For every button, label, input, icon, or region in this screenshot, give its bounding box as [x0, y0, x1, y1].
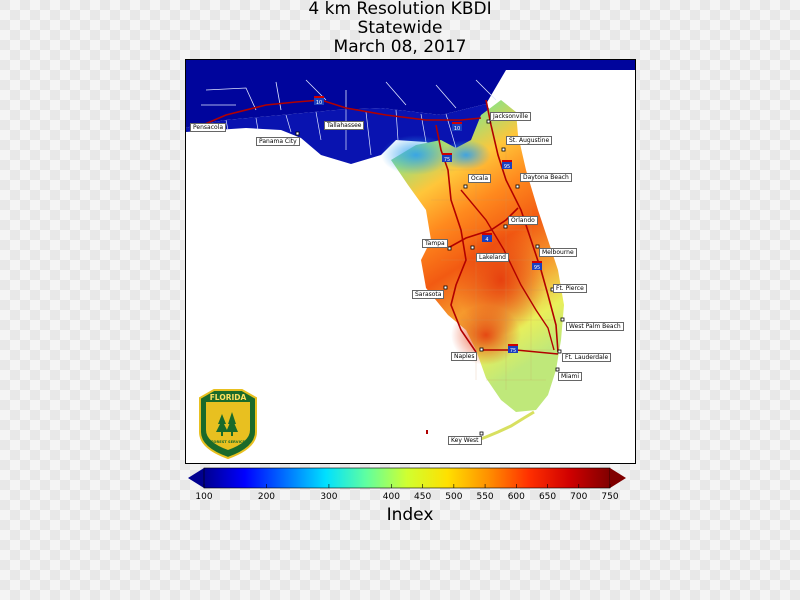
- city-label-naples: Naples: [451, 352, 478, 361]
- map-subtitle-region: Statewide: [357, 18, 443, 38]
- interstate-shield: 75: [508, 344, 518, 354]
- city-label-daytona-beach: Daytona Beach: [520, 173, 572, 182]
- kbdi-colorbar: [188, 467, 626, 489]
- city-label-sarasota: Sarasota: [412, 290, 445, 299]
- florida-forest-service-logo: FLORIDA FOREST SERVICE: [199, 389, 257, 460]
- svg-text:4: 4: [485, 237, 488, 243]
- interstate-shield: 75: [442, 153, 452, 163]
- city-label-key-west: Key West: [448, 436, 482, 445]
- interstate-shield: 95: [502, 160, 512, 170]
- city-label-miami: Miami: [558, 372, 583, 381]
- svg-text:FOREST SERVICE: FOREST SERVICE: [211, 440, 246, 444]
- florida-map: 10 10 75 95 4: [186, 60, 635, 460]
- interstate-95-route: [485, 99, 559, 353]
- interstate-shield: 4: [482, 233, 492, 243]
- pine-tree-icon: [216, 412, 238, 436]
- interstate-10-route: [190, 99, 482, 131]
- city-label-panama-city: Panama City: [256, 137, 300, 146]
- colorbar-tick-label: 600: [507, 492, 525, 502]
- colorbar-tick-label: 100: [195, 492, 213, 502]
- interstate-shield: 95: [532, 261, 542, 271]
- colorbar-tick-label: 400: [382, 492, 400, 502]
- city-label-tampa: Tampa: [422, 239, 448, 248]
- city-label-tallahassee: Tallahassee: [324, 121, 365, 130]
- svg-text:95: 95: [504, 164, 510, 170]
- city-label-ft-lauderdale: Ft. Lauderdale: [562, 353, 612, 362]
- georgia-alabama-region: [186, 60, 635, 128]
- colorbar-tick-label: 450: [414, 492, 432, 502]
- colorbar-low-extend: [188, 468, 204, 488]
- colorbar-label: Index: [386, 505, 434, 525]
- city-label-st-augustine: St. Augustine: [506, 136, 553, 145]
- colorbar-tick-label: 200: [257, 492, 276, 502]
- colorbar-tick-label: 300: [320, 492, 338, 502]
- svg-text:75: 75: [510, 348, 516, 354]
- colorbar-tick-label: 650: [538, 492, 557, 502]
- colorbar-high-extend: [610, 468, 626, 488]
- city-label-jacksonville: Jacksonville: [490, 112, 532, 121]
- interstate-shields: 10 10 75 95 4: [314, 96, 542, 354]
- city-label-lakeland: Lakeland: [476, 253, 509, 262]
- dry-tortugas-marker: [426, 430, 428, 434]
- city-label-orlando: Orlando: [508, 216, 538, 225]
- svg-text:10: 10: [316, 100, 322, 106]
- colorbar-tick-label: 700: [570, 492, 588, 502]
- city-label-west-palm-beach: West Palm Beach: [566, 322, 624, 331]
- city-label-ft-pierce: Ft. Pierce: [553, 284, 587, 293]
- turnpike-route: [460, 189, 555, 351]
- colorbar-tick-label: 500: [445, 492, 463, 502]
- svg-text:10: 10: [454, 126, 460, 132]
- city-label-ocala: Ocala: [468, 174, 492, 183]
- florida-keys: [477, 410, 535, 442]
- panhandle-county-lines: [225, 109, 457, 156]
- city-markers: [195, 119, 565, 436]
- map-title: 4 km Resolution KBDI: [308, 0, 492, 19]
- colorbar-tick-label: 750: [601, 492, 619, 502]
- map-panel: 10 10 75 95 4: [185, 59, 636, 464]
- svg-text:FLORIDA: FLORIDA: [210, 393, 247, 402]
- svg-text:95: 95: [534, 265, 540, 271]
- interstate-shield: 10: [314, 96, 324, 106]
- colorbar-tick-label: 550: [476, 492, 494, 502]
- city-label-melbourne: Melbourne: [539, 248, 577, 257]
- colorbar-body: [203, 467, 611, 489]
- map-subtitle-date: March 08, 2017: [333, 37, 467, 57]
- svg-text:75: 75: [444, 157, 450, 163]
- north-border-grid: [201, 79, 497, 111]
- interstate-shield: 10: [452, 122, 462, 132]
- city-label-pensacola: Pensacola: [190, 123, 227, 132]
